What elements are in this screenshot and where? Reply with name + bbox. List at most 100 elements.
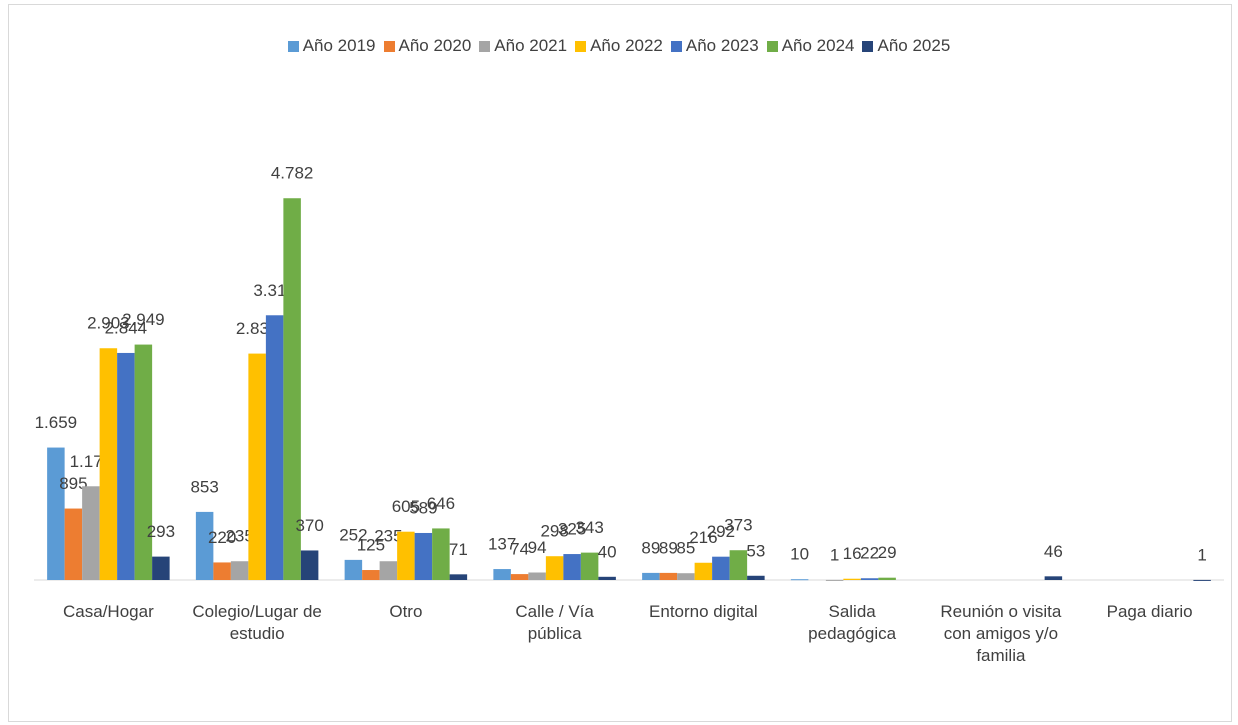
data-label: 216	[689, 528, 717, 547]
bar	[878, 577, 896, 580]
data-label: 1.659	[35, 413, 78, 432]
legend-label: Año 2021	[494, 36, 568, 55]
x-tick-label: Salida pedagógica	[808, 602, 897, 643]
bar	[843, 578, 861, 580]
bar	[598, 576, 616, 580]
x-tick-label: Entorno digital	[649, 602, 758, 621]
legend-label: Año 2023	[685, 36, 759, 55]
legend-item: Año 2023	[670, 36, 759, 56]
data-label: 89	[641, 538, 660, 557]
data-label: 16	[843, 544, 862, 563]
bar	[362, 570, 380, 580]
bar	[510, 574, 529, 580]
legend-label: Año 2019	[302, 36, 376, 55]
data-label: 235	[225, 527, 253, 546]
bar	[152, 556, 170, 580]
data-label: 373	[724, 516, 752, 535]
bar	[432, 528, 450, 580]
bar	[580, 552, 599, 580]
bar	[860, 578, 879, 580]
bar	[300, 550, 319, 580]
legend-label: Año 2025	[877, 36, 951, 55]
x-tick-label: Colegio/Lugar de estudio	[192, 602, 322, 643]
data-label: 22	[860, 544, 879, 563]
data-label: 29	[878, 543, 897, 562]
legend-swatch	[479, 40, 491, 52]
data-label: 220	[208, 528, 236, 547]
bar	[729, 550, 748, 580]
bar	[825, 579, 844, 581]
bar	[449, 574, 468, 580]
x-tick-label: Calle / Vía pública	[515, 602, 594, 643]
bar	[642, 572, 660, 580]
bar	[694, 562, 713, 580]
data-label: 325	[558, 520, 586, 539]
legend-swatch	[862, 40, 874, 52]
data-label: 94	[528, 538, 547, 557]
data-label: 2.844	[105, 318, 148, 337]
x-tick-label: Casa/Hogar	[63, 602, 154, 621]
bar	[677, 573, 695, 580]
data-label: 46	[1044, 542, 1063, 561]
bar	[1044, 576, 1063, 580]
bar	[712, 556, 730, 580]
legend: Año 2019 Año 2020 Año 2021 Año 2022 Año 2023…	[0, 36, 1238, 56]
data-label: 853	[190, 477, 218, 496]
bar	[747, 575, 765, 580]
data-label: 74	[510, 540, 529, 559]
data-label: 2.903	[87, 314, 130, 333]
legend-item: Año 2024	[766, 36, 854, 56]
legend-swatch	[383, 40, 395, 52]
data-label: 589	[409, 498, 437, 517]
bar	[1193, 579, 1211, 581]
data-label: 252	[339, 525, 367, 544]
data-label: 85	[676, 539, 695, 558]
bar	[47, 447, 65, 580]
bar	[659, 572, 678, 580]
bar	[344, 559, 363, 580]
data-label: 1	[830, 545, 839, 564]
bar	[397, 531, 415, 580]
bar	[790, 579, 809, 581]
legend-label: Año 2022	[590, 36, 663, 55]
bar	[265, 315, 284, 580]
bar	[82, 486, 100, 580]
data-label: 125	[357, 536, 385, 555]
legend-item: Año 2025	[862, 36, 950, 56]
bar	[64, 508, 83, 580]
data-label: 292	[707, 522, 735, 541]
data-label: 71	[449, 540, 468, 559]
data-label: 10	[790, 545, 809, 564]
bar	[545, 556, 564, 580]
bar	[195, 511, 214, 580]
data-label: 53	[746, 541, 765, 560]
legend-swatch	[575, 40, 587, 52]
data-label: 343	[575, 518, 603, 537]
legend-label: Año 2020	[398, 36, 472, 55]
x-tick-label: Otro	[389, 602, 423, 621]
data-label: 4.782	[271, 164, 314, 183]
data-label: 370	[295, 516, 323, 535]
data-label: 137	[488, 535, 516, 554]
data-label: 40	[598, 542, 617, 561]
x-tick-label: Reunión o visita con amigos y/o familia	[940, 602, 1062, 665]
data-label: 605	[392, 497, 420, 516]
bar	[379, 561, 398, 580]
bar	[117, 352, 135, 580]
bar	[213, 562, 231, 580]
bar	[528, 572, 546, 580]
legend-item: Año 2019	[287, 36, 376, 56]
data-label: 293	[147, 522, 175, 541]
legend-item: Año 2021	[479, 36, 567, 56]
data-label: 89	[659, 538, 678, 557]
chart-frame	[8, 4, 1232, 722]
bar	[493, 569, 511, 580]
legend-item: Año 2020	[383, 36, 472, 56]
bar	[230, 561, 249, 580]
legend-item: Año 2022	[575, 36, 663, 56]
bar	[414, 532, 433, 580]
bar	[99, 348, 118, 580]
data-label: 2.949	[122, 310, 165, 329]
